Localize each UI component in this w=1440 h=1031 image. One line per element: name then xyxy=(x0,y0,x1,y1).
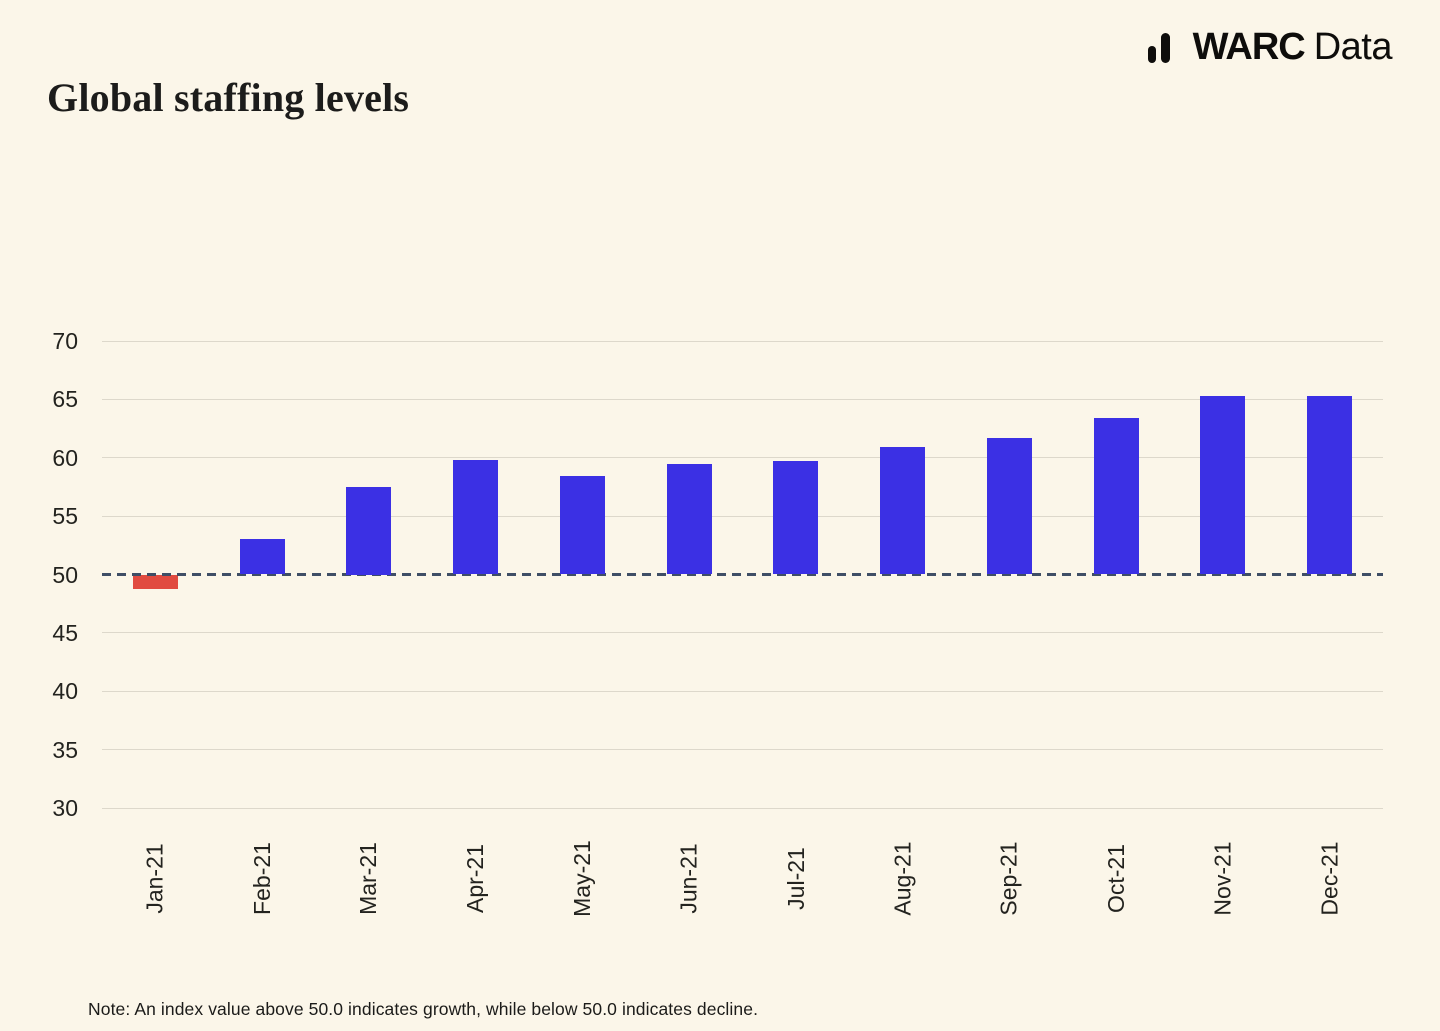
bar-jan-21 xyxy=(132,574,178,589)
x-tick-label-text: Jun-21 xyxy=(675,842,702,914)
y-gridline-55 xyxy=(102,515,1383,517)
page-title: Global staffing levels xyxy=(47,75,410,120)
x-tick-label-jan-21: Jan-21 xyxy=(100,828,210,928)
bar-sep-21 xyxy=(986,437,1032,575)
bar-feb-21 xyxy=(239,539,285,575)
x-tick-label-text: Oct-21 xyxy=(1102,843,1129,913)
x-tick-label-text: Jan-21 xyxy=(141,842,168,914)
x-tick-label-text: Feb-21 xyxy=(248,841,275,915)
y-tick-label-35: 35 xyxy=(52,736,78,763)
x-tick-label-feb-21: Feb-21 xyxy=(207,828,317,928)
y-gridline-60 xyxy=(102,457,1383,459)
x-tick-label-dec-21: Dec-21 xyxy=(1275,828,1385,928)
y-gridline-65 xyxy=(102,398,1383,400)
y-gridline-40 xyxy=(102,690,1383,692)
x-tick-label-text: May-21 xyxy=(568,839,595,917)
brand-warc: WARC xyxy=(1192,26,1306,68)
x-tick-label-text: Nov-21 xyxy=(1209,840,1236,916)
x-tick-label-oct-21: Oct-21 xyxy=(1061,828,1171,928)
x-tick-label-text: Mar-21 xyxy=(355,841,382,915)
x-tick-label-text: Jul-21 xyxy=(782,846,809,910)
bar-jul-21 xyxy=(773,461,819,575)
y-gridline-45 xyxy=(102,632,1383,634)
x-tick-label-text: Aug-21 xyxy=(889,840,916,916)
y-gridline-70 xyxy=(102,340,1383,342)
bar-chart-icon xyxy=(1147,32,1170,63)
brand-data: Data xyxy=(1313,26,1393,68)
bar-oct-21 xyxy=(1093,418,1139,575)
bar-chart-plot-area: 30 35 40 45 50 55 60 65 70 Jan-21 Feb-21 Mar-21 Apr-… xyxy=(52,328,1383,916)
bar-apr-21 xyxy=(453,460,499,575)
y-tick-label-55: 55 xyxy=(52,503,78,530)
x-tick-label-mar-21: Mar-21 xyxy=(314,828,424,928)
x-tick-label-jun-21: Jun-21 xyxy=(634,828,744,928)
x-tick-label-text: Apr-21 xyxy=(462,843,489,913)
bar-mar-21 xyxy=(346,486,392,575)
x-tick-label-text: Sep-21 xyxy=(995,840,1022,916)
y-tick-label-40: 40 xyxy=(52,678,78,705)
y-tick-label-70: 70 xyxy=(52,328,78,354)
x-tick-label-apr-21: Apr-21 xyxy=(421,828,531,928)
bar-jun-21 xyxy=(666,463,712,575)
y-tick-label-60: 60 xyxy=(52,444,78,471)
x-tick-label-text: Dec-21 xyxy=(1316,840,1343,916)
y-tick-label-30: 30 xyxy=(52,795,78,821)
bar-aug-21 xyxy=(880,447,926,575)
y-gridline-30 xyxy=(102,807,1383,809)
y-tick-label-50: 50 xyxy=(52,561,78,588)
brand-wordmark: WARC Data xyxy=(1192,26,1393,69)
x-tick-label-aug-21: Aug-21 xyxy=(848,828,958,928)
baseline-50-dashed-line xyxy=(102,573,1383,576)
y-tick-label-65: 65 xyxy=(52,386,78,413)
y-gridline-35 xyxy=(102,749,1383,751)
warc-data-logo: WARC Data xyxy=(1145,26,1393,69)
bar-nov-21 xyxy=(1200,395,1246,575)
bar-dec-21 xyxy=(1307,395,1353,575)
bar-may-21 xyxy=(559,476,605,575)
footnote: Note: An index value above 50.0 indicate… xyxy=(88,999,759,1019)
x-tick-label-sep-21: Sep-21 xyxy=(954,828,1064,928)
x-tick-label-nov-21: Nov-21 xyxy=(1168,828,1278,928)
x-tick-label-may-21: May-21 xyxy=(527,828,637,928)
x-tick-label-jul-21: Jul-21 xyxy=(741,828,851,928)
y-tick-label-45: 45 xyxy=(52,619,78,646)
